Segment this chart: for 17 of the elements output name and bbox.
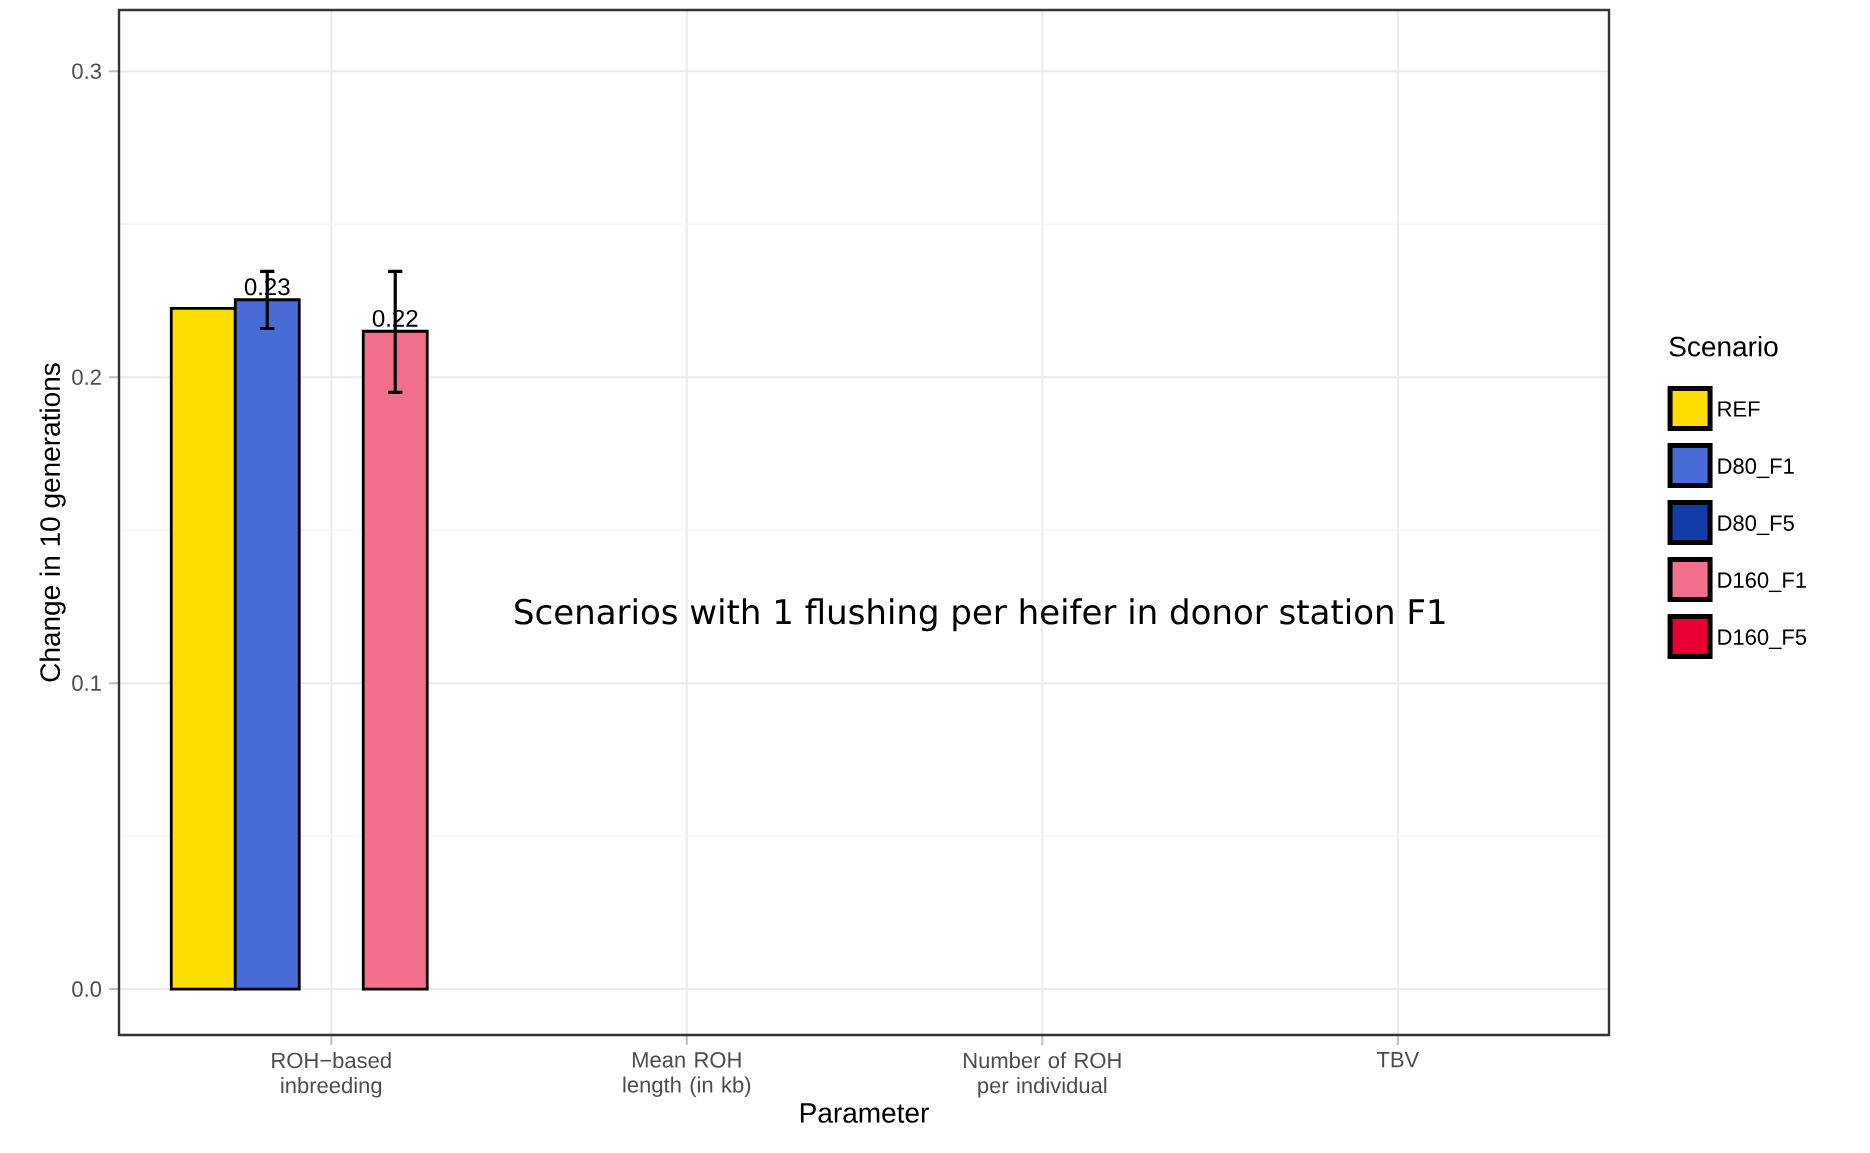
y-tick-label: 0.3 bbox=[72, 63, 101, 79]
annotation: Scenarios with 1 flushing per heifer in donor station F1 bbox=[515, 598, 1445, 632]
legend-label: D160_F5 bbox=[1718, 629, 1807, 650]
y-tick-label: 0.2 bbox=[72, 369, 101, 385]
legend-title: Scenario bbox=[1669, 335, 1778, 357]
legend-label: REF bbox=[1718, 401, 1760, 417]
x-tick-label: TBV bbox=[1376, 1052, 1420, 1068]
legend-label: D80_F1 bbox=[1718, 458, 1794, 479]
y-tick-label: 0.1 bbox=[72, 675, 101, 691]
x-axis-title: Parameter bbox=[800, 1103, 929, 1123]
x-tick-label: ROH−based inbreeding bbox=[272, 1052, 391, 1098]
y-tick-label: 0.0 bbox=[72, 981, 102, 997]
legend-label: D160_F1 bbox=[1718, 572, 1806, 593]
legend-label: D80_F5 bbox=[1718, 515, 1794, 536]
y-axis-title: Change in 10 generations bbox=[39, 363, 66, 682]
x-tick-label: Number of ROH per individual bbox=[964, 1052, 1121, 1098]
x-tick-label: Mean ROH length (in kb) bbox=[623, 1052, 751, 1097]
